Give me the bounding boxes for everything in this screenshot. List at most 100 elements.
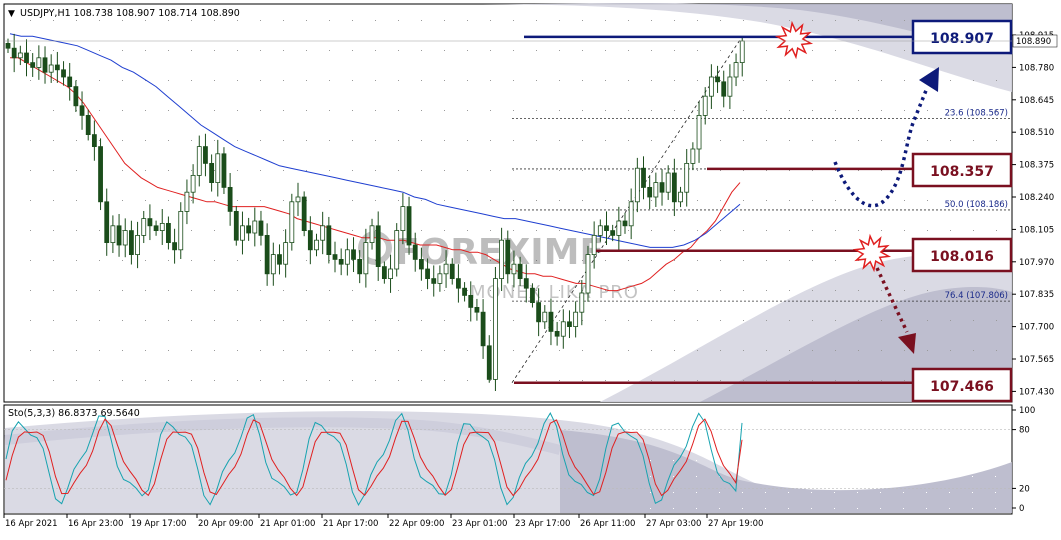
candle-down [24, 52, 29, 64]
grid-dot [743, 230, 744, 231]
time-tick-label: 23 Apr 17:00 [515, 519, 570, 529]
grid-dot [30, 290, 31, 291]
grid-dot [191, 80, 192, 81]
candle-down [104, 201, 110, 244]
grid-dot [880, 508, 881, 509]
candle-up [283, 242, 289, 265]
grid-dot [743, 320, 744, 321]
grid-dot [628, 140, 629, 141]
grid-dot [766, 350, 767, 351]
chart-title: USDJPY,H1 108.738 108.907 108.714 108.89… [20, 8, 240, 19]
grid-dot [329, 320, 330, 321]
grid-dot [122, 170, 123, 171]
grid-dot [398, 170, 399, 171]
grid-dot [720, 80, 721, 81]
candle-up [394, 230, 400, 270]
grid-dot [375, 350, 376, 351]
grid-dot [857, 508, 858, 509]
grid-dot [673, 460, 674, 461]
time-tick-label: 27 Apr 03:00 [646, 519, 701, 529]
grid-dot [283, 380, 284, 381]
candle-down [264, 234, 270, 275]
grid-dot [490, 50, 491, 51]
grid-dot [858, 350, 859, 351]
grid-dot [926, 508, 927, 509]
grid-dot [122, 110, 123, 111]
key-level-box [911, 19, 1013, 55]
candle-up [653, 182, 659, 198]
grid-dot [375, 260, 376, 261]
grid-dot [719, 492, 720, 493]
grid-dot [904, 20, 905, 21]
grid-dot [513, 140, 514, 141]
time-tick-label: 21 Apr 01:00 [260, 519, 315, 529]
starburst-icon [774, 20, 814, 60]
grid-dot [76, 110, 77, 111]
grid-dot [788, 492, 789, 493]
grid-dot [651, 230, 652, 231]
grid-dot [99, 380, 100, 381]
grid-dot [697, 80, 698, 81]
grid-dot [719, 460, 720, 461]
grid-dot [122, 200, 123, 201]
candle-down [61, 69, 66, 78]
candle-up [48, 64, 54, 73]
grid-dot [513, 230, 514, 231]
grid-dot [834, 476, 835, 477]
candle-down [431, 278, 437, 284]
grid-dot [191, 320, 192, 321]
grid-dot [973, 80, 974, 81]
grid-dot [283, 140, 284, 141]
grid-dot [743, 200, 744, 201]
grid-dot [673, 476, 674, 477]
grid-dot [30, 320, 31, 321]
grid-dot [651, 380, 652, 381]
grid-dot [444, 260, 445, 261]
candle-down [221, 153, 227, 188]
grid-dot [605, 290, 606, 291]
candle-down [536, 302, 542, 323]
grid-dot [283, 320, 284, 321]
price-tick-label: 107.430 [1019, 387, 1054, 397]
grid-dot [375, 230, 376, 231]
grid-dot [904, 110, 905, 111]
grid-dot [283, 170, 284, 171]
candle-down [671, 172, 677, 203]
grid-dot [421, 80, 422, 81]
grid-dot [834, 460, 835, 461]
grid-dot [237, 290, 238, 291]
grid-dot [697, 20, 698, 21]
grid-dot [973, 320, 974, 321]
candle-down [301, 196, 307, 231]
candle-down [425, 268, 430, 279]
price-tick-label: 108.105 [1019, 225, 1054, 235]
grid-dot [628, 380, 629, 381]
grid-dot [168, 170, 169, 171]
grid-dot [352, 260, 353, 261]
candle-up [634, 167, 640, 203]
grid-dot [973, 200, 974, 201]
grid-dot [904, 50, 905, 51]
candle-down [209, 162, 215, 183]
grid-dot [513, 320, 514, 321]
symbol-menu-icon[interactable]: ▼ [8, 9, 15, 19]
grid-dot [605, 140, 606, 141]
time-tick-label: 20 Apr 09:00 [198, 519, 253, 529]
grid-dot [421, 140, 422, 141]
grid-dot [559, 260, 560, 261]
grid-dot [720, 350, 721, 351]
grid-dot [880, 492, 881, 493]
grid-dot [30, 80, 31, 81]
candle-up [702, 95, 708, 116]
grid-dot [375, 50, 376, 51]
grid-dot [835, 50, 836, 51]
candle-down [67, 76, 73, 87]
grid-dot [467, 80, 468, 81]
grid-dot [697, 230, 698, 231]
candle-down [647, 186, 653, 198]
grid-dot [835, 380, 836, 381]
grid-dot [765, 460, 766, 461]
grid-dot [76, 80, 77, 81]
grid-dot [191, 170, 192, 171]
candle-up [215, 153, 221, 184]
